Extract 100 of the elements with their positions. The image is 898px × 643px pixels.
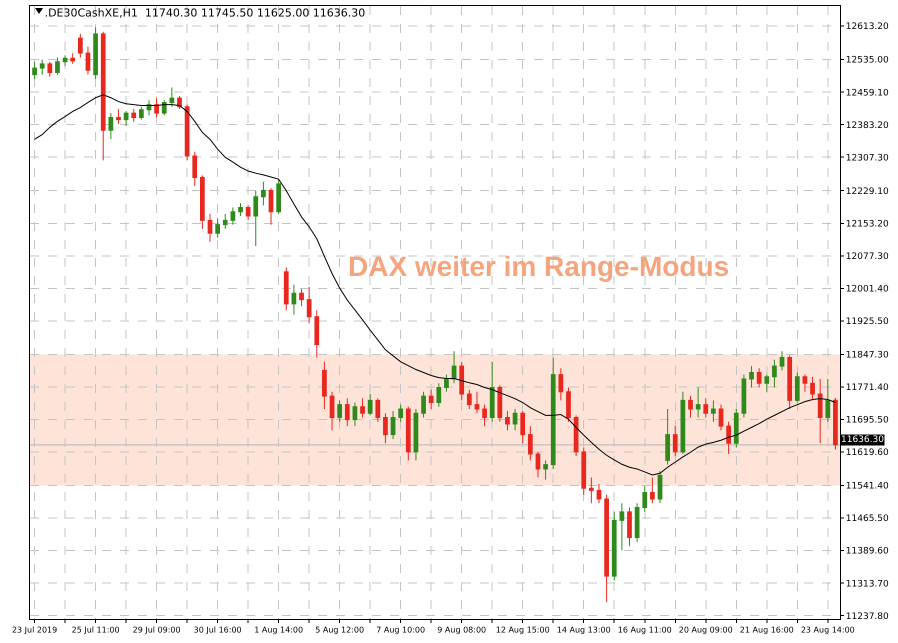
- candlestick: [696, 387, 700, 418]
- candlestick: [726, 421, 732, 454]
- candlestick: [802, 374, 808, 392]
- candlestick: [658, 470, 662, 504]
- candlestick: [764, 374, 770, 392]
- candlestick: [642, 486, 648, 512]
- y-tick-label: 12613.20: [846, 22, 890, 32]
- y-tick-label: 12077.30: [846, 252, 890, 262]
- candlestick: [588, 477, 594, 504]
- candlestick: [208, 213, 212, 242]
- candlestick: [360, 398, 365, 418]
- candlestick: [276, 179, 282, 214]
- candlestick: [780, 350, 784, 371]
- x-tick-label: 14 Aug 13:00: [556, 626, 611, 635]
- candlestick: [337, 400, 342, 422]
- candlestick: [436, 382, 442, 408]
- y-tick-label: 11237.80: [846, 612, 890, 622]
- y-tick-label: 11313.70: [846, 579, 890, 590]
- y-tick-label: 12383.20: [846, 120, 890, 131]
- candlestick: [672, 426, 678, 457]
- candlestick: [383, 412, 388, 444]
- y-tick-label: 12001.40: [846, 284, 890, 294]
- candlestick: [512, 408, 518, 431]
- x-tick-label: 23 Jul 2019: [12, 626, 58, 635]
- candlestick: [466, 389, 472, 410]
- candlestick: [772, 359, 777, 388]
- candlestick: [292, 284, 296, 316]
- y-tick-label: 11771.40: [846, 383, 890, 394]
- candlestick: [497, 384, 502, 422]
- candlestick: [574, 414, 578, 457]
- candlestick: [528, 426, 533, 461]
- candlestick: [596, 483, 602, 504]
- candlestick: [62, 54, 68, 67]
- candlestick: [536, 451, 540, 478]
- candlestick: [665, 408, 670, 466]
- candlestick: [734, 408, 739, 448]
- candlestick: [581, 447, 586, 496]
- candlestick: [810, 376, 815, 401]
- candlestick: [306, 286, 312, 324]
- x-tick-label: 1 Aug 14:00: [254, 626, 304, 635]
- candlestick: [604, 494, 609, 602]
- candlestick: [749, 366, 754, 388]
- candlestick: [40, 59, 45, 76]
- y-tick-label: 12229.10: [846, 186, 890, 197]
- candlestick: [108, 112, 114, 140]
- candlestick: [459, 361, 464, 401]
- candlestick: [612, 511, 617, 581]
- candlestick: [131, 108, 136, 122]
- candlestick: [314, 310, 320, 358]
- x-tick-label: 7 Aug 10:00: [376, 626, 426, 635]
- candlestick: [634, 502, 640, 542]
- candlestick: [505, 410, 510, 431]
- x-tick-label: 30 Jul 16:00: [194, 626, 242, 635]
- candlestick: [261, 181, 266, 206]
- candlestick: [756, 368, 762, 388]
- candlestick: [543, 460, 548, 480]
- candlestick: [452, 350, 456, 384]
- candlestick: [299, 288, 304, 307]
- candlestick: [566, 387, 571, 422]
- candlestick: [124, 110, 128, 127]
- candlestick: [246, 204, 250, 221]
- candlestick: [558, 368, 564, 401]
- candlestick: [322, 361, 327, 410]
- candlestick: [170, 86, 174, 108]
- x-tick-label: 21 Aug 16:00: [740, 626, 794, 635]
- candlestick: [711, 400, 716, 422]
- candlestick: [688, 396, 693, 418]
- candlestick: [520, 410, 526, 444]
- candlestick: [222, 213, 228, 230]
- candlestick: [238, 202, 243, 217]
- y-tick-label: 11389.60: [846, 546, 890, 557]
- candlestick: [192, 151, 198, 187]
- candlestick: [330, 391, 334, 431]
- candlestick: [78, 33, 83, 58]
- x-tick-label: 25 Jul 11:00: [72, 626, 120, 635]
- candlestick: [444, 374, 449, 392]
- x-tick-label: 23 Aug 14:00: [800, 626, 855, 635]
- candlestick: [718, 404, 724, 431]
- x-tick-label: 29 Jul 09:00: [132, 626, 181, 635]
- ref-line-label: 11636.30: [841, 435, 884, 445]
- candlestick: [818, 378, 823, 444]
- candlestick: [70, 52, 76, 64]
- candlestick: [650, 477, 655, 504]
- candlestick: [352, 402, 358, 427]
- y-tick-label: 12153.20: [846, 219, 890, 230]
- candlestick: [794, 372, 800, 404]
- candlestick: [215, 218, 220, 238]
- y-tick-label: 11925.50: [846, 317, 890, 328]
- candlestick: [55, 56, 60, 76]
- candlestick: [47, 61, 52, 78]
- candlestick: [414, 408, 418, 461]
- candlestick: [184, 104, 190, 161]
- x-tick-label: 9 Aug 08:00: [437, 626, 486, 635]
- candlestick: [482, 404, 487, 427]
- x-tick-label: 16 Aug 11:00: [618, 626, 672, 635]
- y-tick-label: 12459.10: [846, 88, 890, 98]
- candlestick: [138, 106, 144, 120]
- x-tick-label: 20 Aug 09:00: [678, 626, 733, 635]
- candlestick: [86, 46, 90, 76]
- candlestick: [421, 391, 426, 418]
